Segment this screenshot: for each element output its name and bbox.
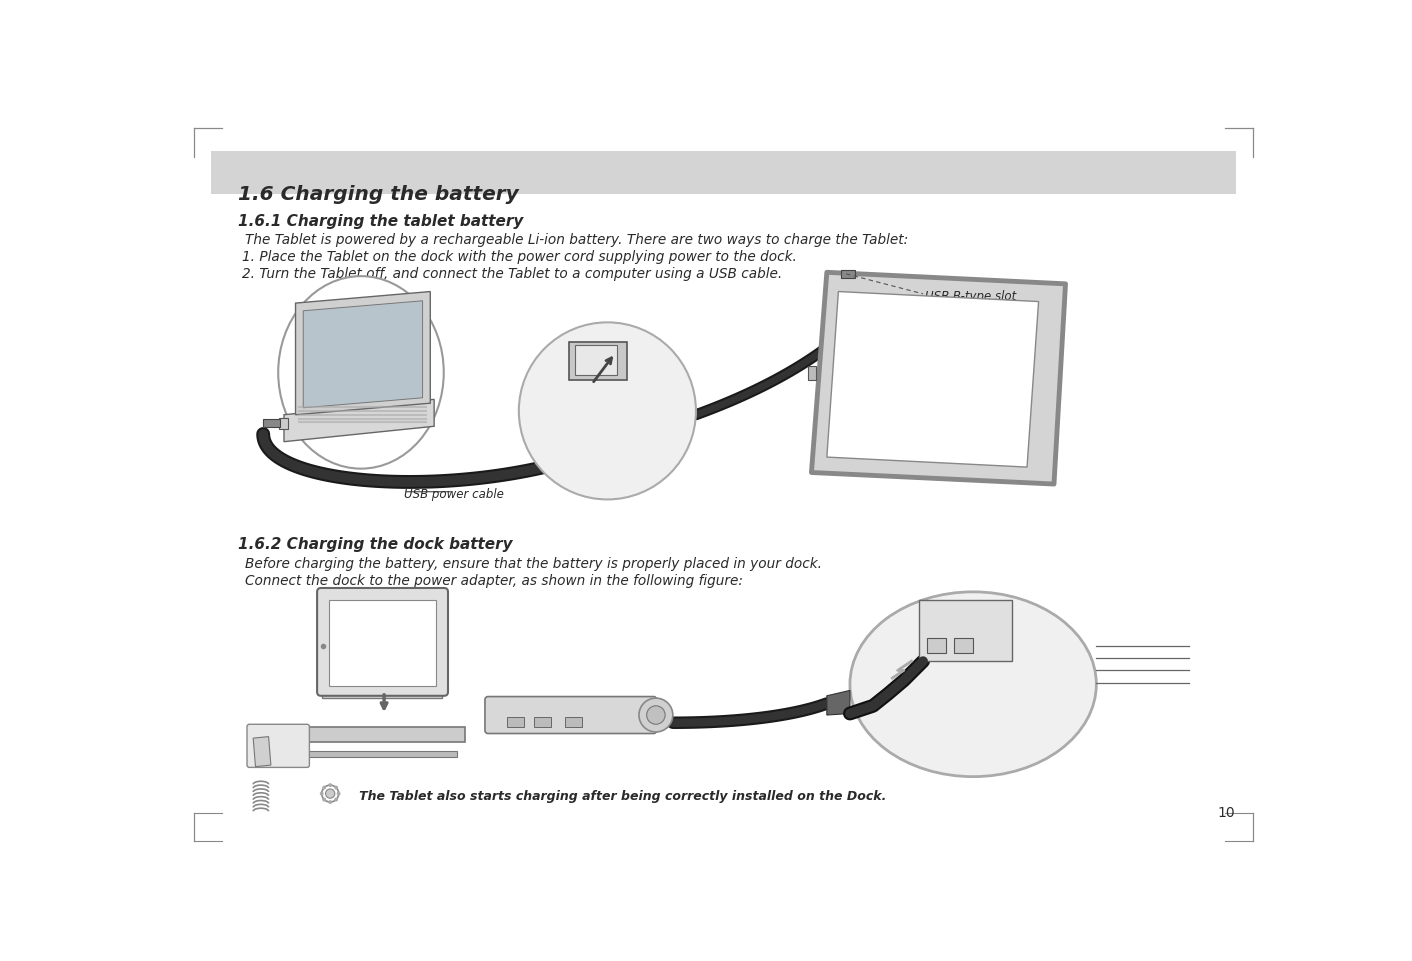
Ellipse shape xyxy=(278,277,443,469)
Polygon shape xyxy=(827,292,1039,468)
Circle shape xyxy=(647,706,665,725)
Circle shape xyxy=(328,783,332,787)
Polygon shape xyxy=(295,292,431,415)
Bar xyxy=(306,752,457,757)
Bar xyxy=(565,718,582,727)
Bar xyxy=(569,342,627,381)
Circle shape xyxy=(319,792,323,796)
Polygon shape xyxy=(253,737,271,767)
Circle shape xyxy=(336,792,340,796)
Bar xyxy=(210,152,1237,194)
Text: 1.6.1 Charging the tablet battery: 1.6.1 Charging the tablet battery xyxy=(237,213,524,229)
Bar xyxy=(919,600,1011,661)
Text: The Tablet also starts charging after being correctly installed on the Dock.: The Tablet also starts charging after be… xyxy=(346,789,885,802)
Bar xyxy=(299,727,465,742)
Polygon shape xyxy=(827,691,850,715)
Text: USB power cable: USB power cable xyxy=(404,487,504,501)
Bar xyxy=(263,420,280,428)
Circle shape xyxy=(640,699,674,732)
Bar xyxy=(534,718,551,727)
Bar xyxy=(926,638,946,653)
Polygon shape xyxy=(304,302,422,408)
Text: 1. Place the Tablet on the dock with the power cord supplying power to the dock.: 1. Place the Tablet on the dock with the… xyxy=(241,250,796,264)
Polygon shape xyxy=(812,273,1066,484)
Bar xyxy=(278,418,288,430)
Text: 1.6.2 Charging the dock battery: 1.6.2 Charging the dock battery xyxy=(237,537,513,552)
Text: Connect the dock to the power adapter, as shown in the following figure:: Connect the dock to the power adapter, a… xyxy=(246,573,744,587)
FancyBboxPatch shape xyxy=(247,725,309,768)
Bar xyxy=(808,367,816,381)
Bar xyxy=(955,638,973,653)
FancyBboxPatch shape xyxy=(318,588,448,696)
Text: USB B-type slot: USB B-type slot xyxy=(925,290,1017,303)
Circle shape xyxy=(328,801,332,804)
Text: 2. Turn the Tablet off, and connect the Tablet to a computer using a USB cable.: 2. Turn the Tablet off, and connect the … xyxy=(241,267,782,281)
Bar xyxy=(507,718,524,727)
Polygon shape xyxy=(284,400,433,442)
Bar xyxy=(840,271,854,279)
Bar xyxy=(322,649,442,699)
Ellipse shape xyxy=(850,592,1096,776)
Circle shape xyxy=(322,786,326,790)
Text: 1.6 Charging the battery: 1.6 Charging the battery xyxy=(237,185,518,204)
Circle shape xyxy=(322,798,326,801)
Text: Before charging the battery, ensure that the battery is properly placed in your : Before charging the battery, ensure that… xyxy=(246,556,822,570)
Text: The Tablet is powered by a rechargeable Li-ion battery. There are two ways to ch: The Tablet is powered by a rechargeable … xyxy=(246,233,909,247)
FancyBboxPatch shape xyxy=(484,697,657,734)
Bar xyxy=(329,600,436,686)
Text: 10: 10 xyxy=(1217,805,1236,820)
Circle shape xyxy=(518,323,696,500)
Bar xyxy=(575,346,617,376)
Circle shape xyxy=(335,798,337,801)
Circle shape xyxy=(326,789,335,799)
Circle shape xyxy=(335,786,337,790)
